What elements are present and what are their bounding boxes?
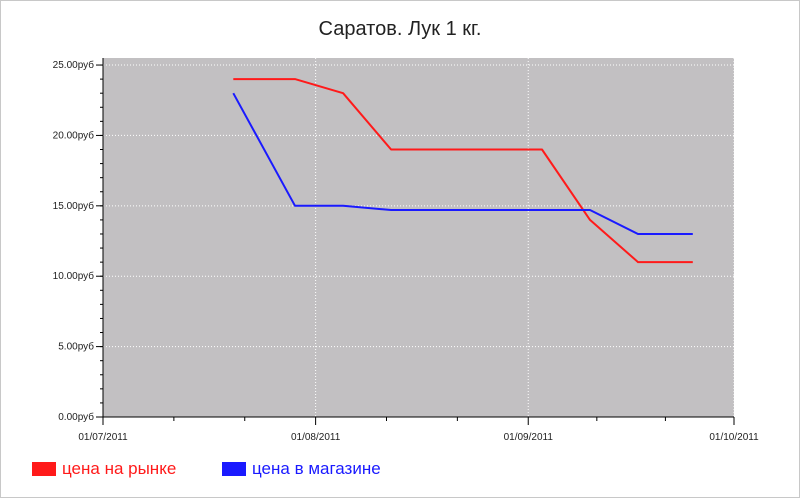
series-line-0 bbox=[233, 78, 693, 264]
legend-swatch-store bbox=[222, 462, 246, 476]
y-tick-label: 20.00руб bbox=[53, 129, 95, 141]
y-tick-labels: 0.00руб 5.00руб 10.00руб 15.00руб 20.00руб 25… bbox=[53, 59, 95, 423]
x-tick-label: 01/10/2011 bbox=[709, 432, 759, 443]
x-tick-label: 01/07/2011 bbox=[78, 432, 128, 443]
x-tick-labels: 01/07/2011 01/08/2011 01/09/2011 01/10/2011 bbox=[78, 432, 759, 443]
x-tick-label: 01/09/2011 bbox=[504, 432, 554, 443]
y-tick-label: 5.00руб bbox=[58, 341, 94, 353]
series-line-1 bbox=[232, 92, 693, 235]
y-tick-label: 25.00руб bbox=[53, 59, 95, 71]
axes bbox=[96, 58, 735, 425]
legend-item-market: цена на рынке bbox=[32, 459, 176, 479]
plot-area bbox=[103, 58, 734, 417]
grid-lines bbox=[103, 58, 735, 417]
y-tick-label: 0.00руб bbox=[58, 411, 94, 423]
y-tick-label: 10.00руб bbox=[53, 270, 95, 282]
legend-swatch-market bbox=[32, 462, 56, 476]
legend-label-store: цена в магазине bbox=[252, 459, 381, 478]
chart-title: Саратов. Лук 1 кг. bbox=[319, 18, 482, 40]
legend-item-store: цена в магазине bbox=[222, 459, 381, 479]
y-tick-label: 15.00руб bbox=[53, 200, 95, 212]
legend-label-market: цена на рынке bbox=[62, 459, 177, 478]
series-group bbox=[232, 78, 693, 264]
x-tick-label: 01/08/2011 bbox=[291, 432, 341, 443]
